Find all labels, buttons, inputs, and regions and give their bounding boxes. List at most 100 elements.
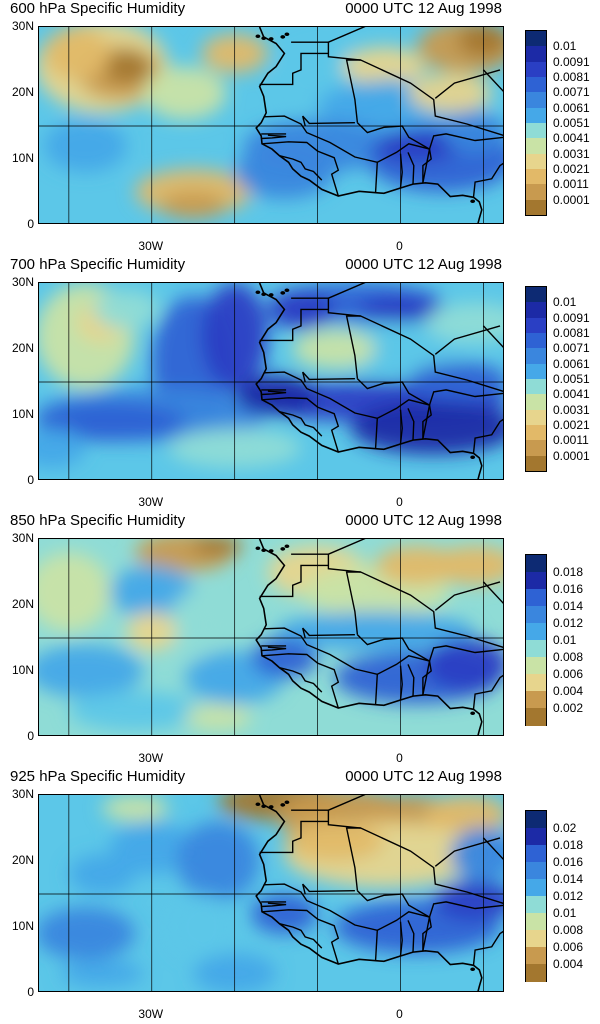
country-border [434, 581, 501, 611]
colorbar-swatch [526, 623, 546, 641]
map-canvas [39, 539, 503, 735]
colorbar-label: 0.0001 [553, 448, 590, 463]
coastline [255, 539, 483, 735]
humidity-field-patch [251, 894, 318, 934]
humidity-field-patch [43, 119, 127, 173]
colorbar-swatch [526, 409, 546, 426]
country-border [434, 69, 501, 99]
colorbar-swatch [526, 845, 546, 863]
country-border [399, 409, 403, 445]
country-border [259, 52, 329, 86]
colorbar-swatch [526, 61, 546, 78]
colorbar-swatch [526, 199, 546, 216]
country-border [263, 883, 432, 951]
panel-time: 0000 UTC 12 Aug 1998 [345, 768, 502, 785]
coastline [255, 795, 483, 991]
country-border [259, 820, 329, 854]
panel-title: 925 hPa Specific Humidity [10, 768, 186, 785]
humidity-field-patch [168, 591, 219, 658]
humidity-field-patch [433, 545, 503, 586]
country-border [291, 297, 503, 393]
x-tick-label: 0 [396, 495, 403, 509]
humidity-field-patch [458, 27, 503, 57]
country-border [261, 653, 340, 709]
y-tick-label: 20N [11, 597, 34, 611]
country-border [302, 371, 355, 383]
country-border [374, 162, 378, 193]
island [261, 36, 267, 41]
island [261, 804, 267, 809]
country-border [261, 909, 340, 965]
colorbar-label: 0.0081 [553, 326, 590, 340]
island [268, 805, 274, 809]
humidity-field-patch [176, 821, 260, 901]
x-tick-label: 30W [138, 495, 164, 509]
humidity-field-patch [276, 611, 476, 652]
country-border [263, 371, 432, 439]
humidity-field-patch [93, 289, 161, 330]
country-border [399, 153, 403, 189]
colorbar: 0.01 0.0091 0.0081 0.0071 0.0061 0.0051 0.0041… [525, 286, 597, 472]
colorbar-label: 0.0011 [553, 433, 589, 448]
country-border [472, 674, 503, 710]
colorbar-label: 0.008 [553, 923, 584, 937]
colorbar-label: 0.0001 [553, 192, 590, 207]
panel-title: 600 hPa Specific Humidity [10, 0, 186, 17]
country-border [472, 162, 503, 198]
country-border [328, 795, 366, 811]
colorbar-label: 0.0051 [553, 116, 590, 130]
colorbar-swatch [526, 811, 546, 829]
humidity-field-patch [342, 46, 426, 87]
humidity-field-patch [168, 894, 235, 960]
y-tick-label: 0 [27, 217, 34, 231]
country-border [261, 646, 287, 652]
country-border [328, 27, 366, 43]
island [280, 803, 286, 807]
island [268, 37, 274, 41]
country-border [345, 59, 361, 123]
colorbar-label: 0.01 [553, 633, 577, 647]
colorbar-label: 0.0071 [553, 85, 590, 100]
island [284, 32, 290, 37]
country-border [422, 645, 503, 695]
country-border [407, 664, 415, 697]
country-border [263, 627, 432, 695]
humidity-map [38, 26, 504, 224]
humidity-field-patch [441, 112, 503, 153]
country-border [259, 308, 329, 342]
humidity-field-patch [284, 821, 384, 861]
country-border [328, 283, 366, 299]
colorbar-swatch [526, 572, 546, 590]
humidity-field-patch [234, 375, 318, 415]
colorbar-label: 0.006 [553, 940, 584, 954]
colorbar: 0.02 0.018 0.016 0.014 0.012 0.01 0.008 0.006 0.… [525, 810, 597, 982]
country-border [261, 141, 340, 197]
country-border [356, 890, 430, 918]
x-tick-label: 0 [396, 751, 403, 765]
humidity-field-patch [375, 545, 459, 586]
country-border [356, 634, 430, 662]
country-border [261, 397, 340, 453]
humidity-field-patch [408, 73, 492, 113]
country-border [472, 418, 503, 454]
colorbar-swatch [526, 913, 546, 931]
country-border [302, 627, 355, 639]
colorbar-swatches [525, 30, 547, 216]
country-border [279, 155, 323, 181]
colorbar: 0.01 0.0091 0.0081 0.0071 0.0061 0.0051 0.0041… [525, 30, 597, 216]
country-border [407, 920, 415, 953]
country-border [291, 809, 503, 905]
colorbar-label: 0.0051 [553, 372, 590, 386]
colorbar-label: 0.008 [553, 650, 584, 664]
colorbar-swatch [526, 828, 546, 846]
humidity-field-patch [39, 907, 136, 960]
colorbar-label: 0.02 [553, 821, 577, 835]
island [261, 292, 267, 297]
x-tick-label: 0 [396, 239, 403, 253]
colorbar-swatch [526, 302, 546, 319]
map-canvas [39, 283, 503, 479]
panel-time: 0000 UTC 12 Aug 1998 [345, 0, 502, 17]
colorbar-swatch [526, 333, 546, 349]
colorbar-swatch [526, 640, 546, 658]
island [255, 802, 261, 807]
